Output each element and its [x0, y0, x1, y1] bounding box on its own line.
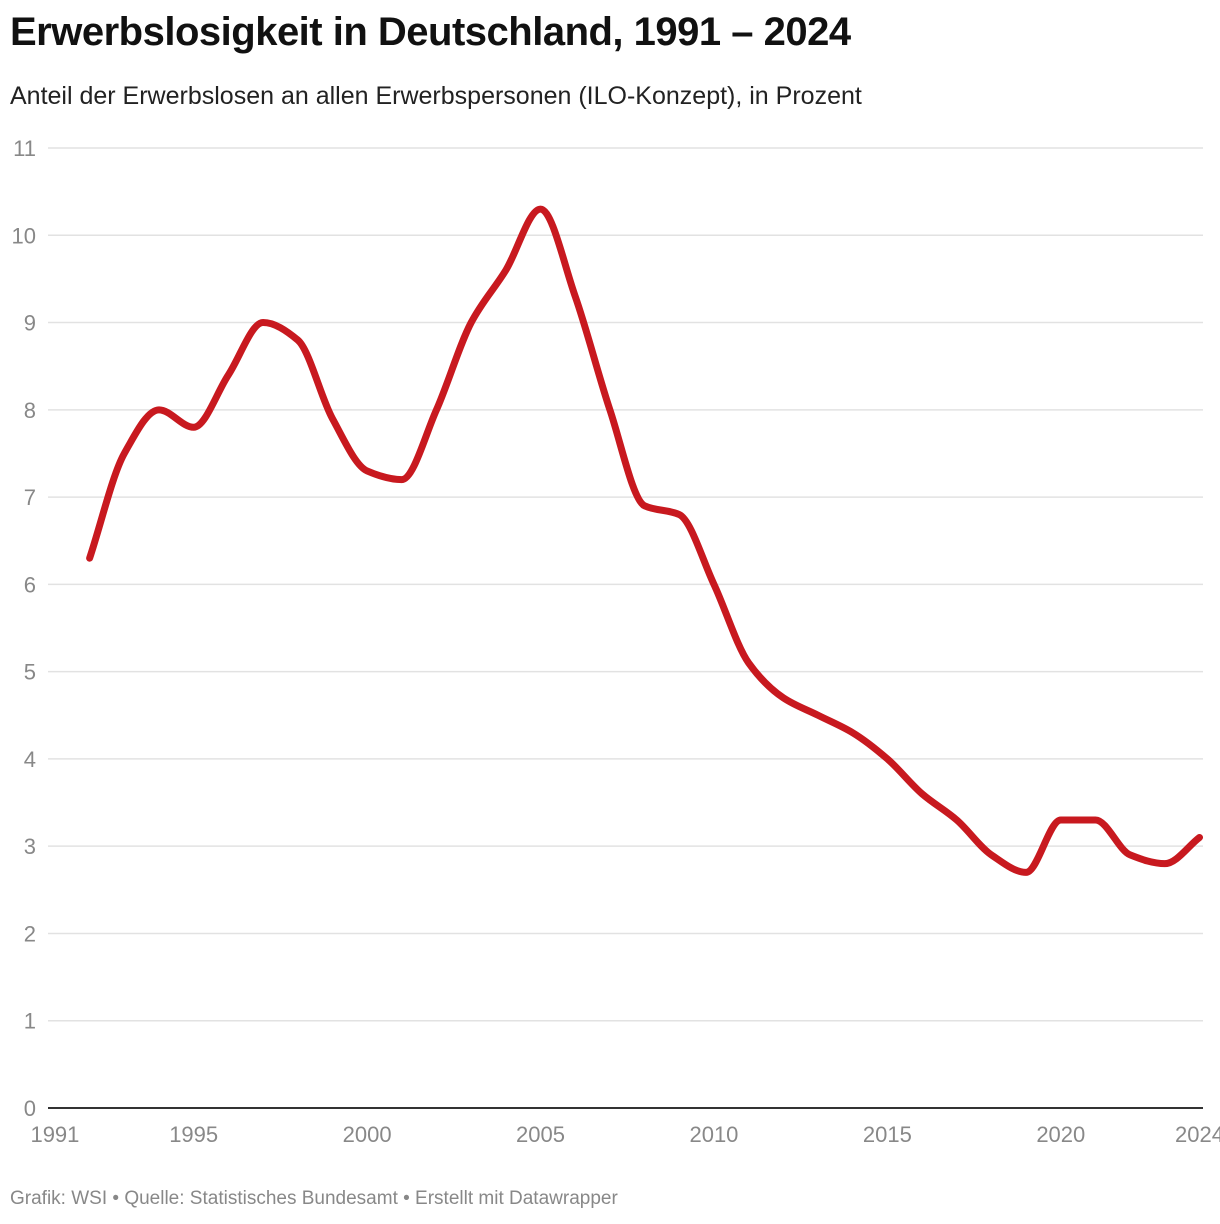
series-line-0 [86, 205, 1204, 876]
data-point-2022 [1127, 852, 1133, 858]
data-point-2009 [676, 512, 682, 518]
data-point-2010 [711, 581, 717, 587]
gridlines [48, 147, 1203, 1022]
y-tick-label: 6 [24, 572, 36, 597]
x-axis-tick-labels: 1991 1995 2000 2005 2010 2015 2020 2024 [30, 1122, 1220, 1147]
x-tick-label: 2015 [863, 1122, 912, 1147]
data-point-2012 [780, 695, 786, 701]
data-point-2004 [503, 267, 509, 273]
y-tick-label: 1 [24, 1009, 36, 1034]
data-point-1994 [156, 407, 162, 413]
x-tick-label: 1995 [169, 1122, 218, 1147]
data-point-1997 [260, 320, 266, 326]
data-point-1992 [87, 555, 93, 561]
data-point-2002 [433, 407, 439, 413]
data-point-1999 [329, 416, 335, 422]
data-point-2001 [399, 477, 405, 483]
data-point-2021 [1092, 817, 1098, 823]
x-tick-label: 2000 [343, 1122, 392, 1147]
data-point-1995 [191, 424, 197, 430]
data-point-2007 [607, 407, 613, 413]
chart-title: Erwerbslosigkeit in Deutschland, 1991 – … [10, 10, 851, 54]
data-point-2013 [815, 712, 821, 718]
y-axis-tick-labels: 0 1 2 3 4 5 6 7 8 9 10 11 [12, 136, 36, 1121]
data-point-2020 [1058, 817, 1064, 823]
y-tick-label: 5 [24, 660, 36, 685]
source-footer: Grafik: WSI • Quelle: Statistisches Bund… [10, 1188, 618, 1209]
data-point-2016 [919, 791, 925, 797]
y-tick-label: 2 [24, 921, 36, 946]
x-tick-label: 2005 [516, 1122, 565, 1147]
y-tick-label: 3 [24, 834, 36, 859]
y-tick-label: 11 [13, 136, 36, 161]
data-point-2018 [988, 852, 994, 858]
data-point-1996 [225, 372, 231, 378]
chart-subtitle: Anteil der Erwerbslosen an allen Erwerbs… [10, 82, 862, 110]
data-point-2005 [538, 206, 544, 212]
series-layer [86, 205, 1204, 876]
data-point-2024 [1197, 834, 1203, 840]
data-point-2003 [468, 320, 474, 326]
data-point-2000 [364, 468, 370, 474]
y-tick-label: 9 [24, 311, 36, 336]
x-tick-label: 2024 [1175, 1122, 1220, 1147]
data-point-2006 [572, 293, 578, 299]
data-point-2017 [954, 817, 960, 823]
y-tick-label: 10 [12, 223, 36, 248]
x-tick-label: 2020 [1036, 1122, 1085, 1147]
x-tick-label: 1991 [30, 1122, 79, 1147]
y-tick-label: 0 [24, 1096, 36, 1121]
data-point-2019 [1023, 869, 1029, 875]
x-tick-label: 2010 [689, 1122, 738, 1147]
data-point-2023 [1162, 861, 1168, 867]
y-tick-label: 7 [24, 485, 36, 510]
y-tick-label: 8 [24, 398, 36, 423]
data-point-2008 [642, 503, 648, 509]
data-point-2015 [884, 756, 890, 762]
line-chart: 0 1 2 3 4 5 6 7 8 9 10 11 1991 1995 2000 2005 2010 2015 2… [12, 136, 1220, 1147]
data-point-2014 [850, 730, 856, 736]
data-point-1998 [295, 337, 301, 343]
data-point-2011 [746, 660, 752, 666]
y-tick-label: 4 [24, 747, 36, 772]
data-point-1993 [121, 450, 127, 456]
